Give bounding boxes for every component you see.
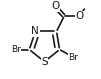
Text: S: S [41,57,48,67]
Text: Br: Br [68,53,78,62]
Text: O: O [75,11,83,21]
Text: N: N [32,26,39,36]
Text: O: O [51,1,59,11]
Text: Br: Br [11,45,21,54]
